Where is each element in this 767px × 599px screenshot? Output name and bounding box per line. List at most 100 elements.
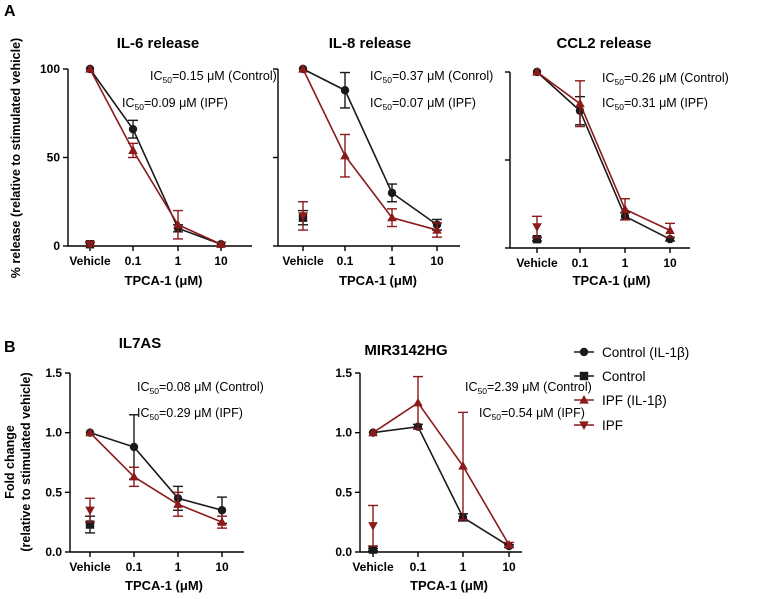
series-line: [89, 432, 223, 523]
ic50-control-annotation: IC50=0.26 μM (Control): [602, 71, 729, 87]
data-point: [128, 145, 138, 155]
x-tick-label: 1: [389, 254, 396, 268]
x-tick-label: 0.1: [410, 560, 427, 574]
x-tick-label: Vehicle: [69, 254, 111, 268]
series-ipf: [298, 201, 308, 231]
x-axis-label: TPCA-1 (μM): [339, 273, 417, 288]
legend-marker-circle: [579, 347, 589, 357]
series-line: [302, 68, 438, 226]
series-ipf-il: [85, 64, 226, 248]
y-tick-label: 0.5: [45, 485, 62, 499]
ic50-control-annotation: IC50=0.37 μM (Conrol): [370, 69, 493, 85]
ic50-ipf-annotation: IC50=0.09 μM (IPF): [122, 96, 228, 112]
chart-title: IL-6 release: [117, 35, 200, 52]
data-point: [340, 150, 350, 160]
data-point: [620, 204, 630, 213]
series-line: [302, 68, 438, 231]
data-point: [458, 461, 468, 470]
data-point: [532, 223, 542, 232]
series-line: [89, 68, 222, 245]
x-tick-label: 10: [430, 254, 444, 268]
data-point: [340, 86, 350, 95]
data-point: [128, 124, 138, 134]
series-line: [89, 431, 223, 512]
x-tick-label: 10: [214, 254, 228, 268]
y-tick-label: 1.0: [335, 426, 352, 440]
panel-label-b: B: [4, 339, 16, 356]
y-axis-label-a: % release (relative to stimulated vehicl…: [9, 38, 23, 278]
series-control-il: [85, 64, 226, 249]
data-point: [432, 225, 442, 234]
x-axis-label: TPCA-1 (μM): [573, 273, 651, 288]
legend-label: IPF: [602, 418, 623, 433]
x-tick-label: Vehicle: [352, 560, 394, 574]
legend-label: Control (IL-1β): [602, 345, 689, 360]
x-tick-label: 10: [663, 256, 677, 270]
ic50-ipf-annotation: IC50=0.31 μM (IPF): [602, 96, 708, 112]
series-control-il: [532, 67, 675, 244]
data-point: [217, 506, 227, 515]
data-point: [173, 219, 183, 229]
y-tick-label: 0.0: [45, 545, 62, 559]
series-ipf-il: [532, 67, 675, 239]
data-point: [298, 64, 308, 73]
series-ipf: [85, 497, 95, 523]
x-tick-label: 10: [502, 560, 516, 574]
legend: Control (IL-1β) Control IPF (IL-1β) IPF: [574, 345, 689, 433]
ic50-control-annotation: IC50=2.39 μM (Control): [465, 380, 592, 396]
x-tick-label: Vehicle: [282, 254, 324, 268]
series-ipf-il: [368, 375, 514, 549]
legend-marker-triangle-down: [579, 421, 589, 430]
y-tick-label: 50: [47, 151, 61, 165]
data-point: [129, 442, 139, 452]
y-tick-label: 0.0: [335, 545, 352, 559]
x-tick-label: 0.1: [572, 256, 589, 270]
chart-title: MIR3142HG: [364, 342, 447, 359]
ic50-ipf-annotation: IC50=0.54 μM (IPF): [479, 406, 585, 422]
y-tick-label: 0.5: [335, 485, 352, 499]
y-tick-label: 100: [40, 62, 60, 76]
series-ipf: [368, 504, 378, 547]
data-point: [532, 235, 542, 244]
chart-4: IL7AS IC50=0.08 μM (Control) IC50=0.29 μM …: [45, 335, 263, 593]
legend-label: Control: [602, 369, 646, 384]
chart-1: IL-6 release IC50=0.15 μM (Control) IC50=0…: [40, 35, 277, 288]
data-point: [504, 539, 514, 549]
legend-item: IPF (IL-1β): [574, 393, 667, 408]
y-tick-label: 1.5: [45, 366, 62, 380]
chart-3: CCL2 release IC50=0.26 μM (Control) IC50=0…: [505, 35, 729, 288]
chart-title: IL7AS: [119, 335, 162, 352]
legend-item: IPF: [574, 418, 623, 433]
chart-5: MIR3142HG IC50=2.39 μM (Control) IC50=0.54…: [335, 342, 591, 593]
data-point: [532, 67, 542, 76]
series-line: [89, 68, 222, 245]
chart-2: IL-8 release IC50=0.37 μM (Conrol) IC50=0.…: [273, 35, 493, 288]
data-point: [85, 520, 95, 529]
data-point: [368, 545, 378, 554]
ic50-ipf-annotation: IC50=0.29 μM (IPF): [137, 406, 243, 422]
data-point: [85, 64, 95, 73]
data-point: [665, 225, 675, 234]
chart-title: IL-8 release: [329, 35, 412, 52]
legend-label: IPF (IL-1β): [602, 393, 667, 408]
series-control-il: [85, 414, 227, 525]
y-tick-label: 1.5: [335, 366, 352, 380]
charts-layer: IL-6 release IC50=0.15 μM (Control) IC50=0…: [40, 35, 729, 593]
series-ipf-il: [85, 427, 227, 529]
x-tick-label: 0.1: [125, 254, 142, 268]
ic50-control-annotation: IC50=0.08 μM (Control): [137, 380, 264, 396]
x-axis-label: TPCA-1 (μM): [125, 578, 203, 593]
panel-label-a: A: [4, 3, 16, 20]
series-control: [368, 545, 378, 554]
x-tick-label: 1: [622, 256, 629, 270]
legend-marker-triangle-up: [579, 395, 589, 404]
data-point: [85, 240, 95, 250]
x-tick-label: Vehicle: [516, 256, 558, 270]
data-point: [368, 522, 378, 531]
x-axis-label: TPCA-1 (μM): [125, 273, 203, 288]
series-ipf-il: [298, 64, 442, 238]
series-line: [536, 71, 671, 232]
series-ipf: [532, 215, 542, 239]
data-point: [173, 499, 183, 508]
legend-item: Control (IL-1β): [574, 345, 689, 360]
